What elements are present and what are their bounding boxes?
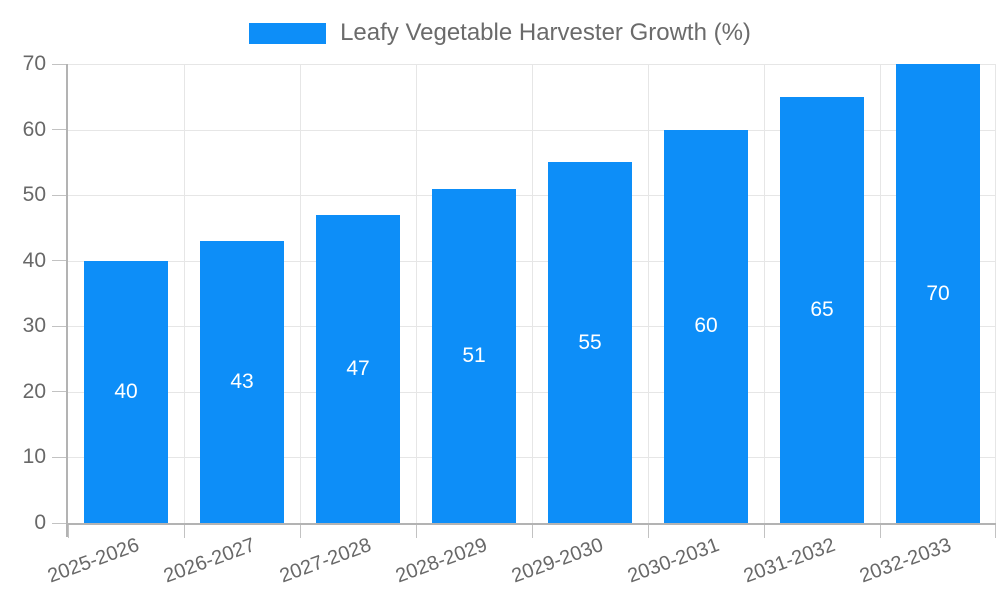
y-axis-tick	[52, 456, 66, 458]
x-axis-tick	[880, 523, 881, 538]
bar-2026-2027[interactable]	[200, 241, 284, 523]
v-gridline	[300, 64, 301, 523]
v-gridline	[416, 64, 417, 523]
y-axis-tick	[52, 325, 66, 327]
x-axis-tick	[995, 523, 996, 538]
v-gridline	[764, 64, 765, 523]
y-axis-tick	[52, 522, 66, 524]
x-axis-tick-label: 2031-2032	[741, 534, 839, 588]
bar-2028-2029[interactable]	[432, 188, 516, 523]
x-axis-tick-label: 2030-2031	[625, 534, 723, 588]
y-axis-line	[66, 64, 68, 537]
y-axis-tick	[52, 129, 66, 131]
bar-2025-2026[interactable]	[84, 260, 168, 523]
x-axis-tick	[648, 523, 649, 538]
y-axis-tick	[52, 260, 66, 262]
v-gridline	[880, 64, 881, 523]
y-axis-tick-label: 60	[22, 117, 46, 141]
chart-legend: Leafy Vegetable Harvester Growth (%)	[0, 20, 1000, 46]
x-axis-tick-label: 2029-2030	[509, 534, 607, 588]
x-axis-tick-label: 2027-2028	[277, 534, 375, 588]
x-axis-tick	[764, 523, 765, 538]
plot-area: 0 10 20 30 40 50 60 70 40 43 47 51 55 60 65 70 2025-20…	[23, 52, 996, 587]
v-gridline	[184, 64, 185, 523]
y-axis-tick-label: 70	[22, 52, 46, 75]
legend-item-series[interactable]: Leafy Vegetable Harvester Growth (%)	[249, 20, 751, 46]
y-axis-tick-label: 0	[34, 511, 46, 534]
y-axis-tick-label: 50	[22, 183, 46, 207]
x-axis-tick-label: 2025-2026	[45, 534, 143, 588]
y-axis-tick-label: 30	[22, 314, 46, 338]
bar-2032-2033[interactable]	[896, 64, 980, 523]
x-axis-tick-label: 2026-2027	[161, 534, 259, 588]
bar-2031-2032[interactable]	[780, 96, 864, 523]
bar-2029-2030[interactable]	[548, 162, 632, 523]
y-axis-tick-label: 40	[22, 248, 46, 272]
legend-swatch	[249, 22, 327, 44]
x-axis-labels: 2025-2026 2026-2027 2027-2028 2028-2029 2029…	[45, 523, 996, 600]
x-axis-tick	[532, 523, 533, 538]
y-axis-tick-label: 20	[22, 379, 46, 403]
v-gridline	[995, 64, 996, 523]
y-axis-tick	[52, 391, 66, 393]
bar-2027-2028[interactable]	[316, 214, 400, 523]
y-axis-tick	[52, 63, 66, 65]
x-axis-tick	[300, 523, 301, 538]
x-axis-tick	[184, 523, 185, 538]
x-axis-tick	[416, 523, 417, 538]
v-gridline	[532, 64, 533, 523]
x-axis-line	[66, 523, 996, 525]
bar-2030-2031[interactable]	[664, 129, 748, 523]
x-axis-tick	[68, 523, 69, 538]
x-axis-tick-label: 2032-2033	[857, 534, 955, 588]
legend-label: Leafy Vegetable Harvester Growth (%)	[340, 19, 751, 46]
v-gridline	[648, 64, 649, 523]
y-axis-tick-label: 10	[22, 445, 46, 469]
x-axis-tick-label: 2028-2029	[393, 534, 491, 588]
y-axis-tick	[52, 194, 66, 196]
